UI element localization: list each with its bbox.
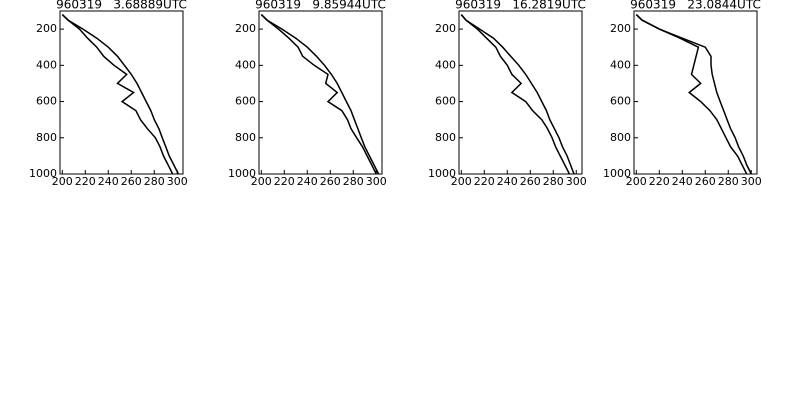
x-tick-label: 260 [121, 175, 142, 188]
x-tick-label: 220 [75, 175, 96, 188]
y-tick-label: 200 [435, 22, 456, 35]
x-tick-label: 240 [98, 175, 119, 188]
x-tick-label: 240 [297, 175, 318, 188]
x-tick-label: 280 [343, 175, 364, 188]
y-tick-label: 200 [610, 22, 631, 35]
y-tick-label: 600 [235, 95, 256, 108]
x-tick-label: 200 [251, 175, 272, 188]
chart-title: 960319 9.85944UTC [255, 0, 386, 12]
profile-line [260, 14, 380, 175]
profile-line [460, 14, 571, 175]
x-tick-label: 300 [366, 175, 387, 188]
chart-title: 960319 3.68889UTC [56, 0, 187, 12]
x-tick-label: 280 [543, 175, 564, 188]
y-tick-label: 600 [610, 95, 631, 108]
x-tick-label: 300 [741, 175, 762, 188]
x-tick-label: 260 [520, 175, 541, 188]
x-tick-label: 280 [144, 175, 165, 188]
y-tick-label: 400 [610, 58, 631, 71]
x-tick-label: 240 [672, 175, 693, 188]
profile-line [460, 14, 575, 175]
profile-line [260, 14, 377, 175]
x-tick-label: 280 [718, 175, 739, 188]
y-tick-label: 600 [36, 95, 57, 108]
x-tick-label: 300 [566, 175, 587, 188]
y-tick-label: 800 [235, 131, 256, 144]
x-tick-label: 260 [320, 175, 341, 188]
x-tick-label: 220 [474, 175, 495, 188]
y-tick-label: 200 [235, 22, 256, 35]
profile-line [635, 14, 752, 175]
y-tick-label: 800 [610, 131, 631, 144]
x-tick-label: 240 [497, 175, 518, 188]
x-tick-label: 200 [52, 175, 73, 188]
y-tick-label: 800 [36, 131, 57, 144]
plot-frame [59, 10, 184, 175]
plot-frame [458, 10, 583, 175]
y-tick-label: 200 [36, 22, 57, 35]
x-tick-label: 220 [649, 175, 670, 188]
x-tick-label: 260 [695, 175, 716, 188]
x-tick-label: 220 [274, 175, 295, 188]
plot-frame [633, 10, 758, 175]
y-tick-label: 400 [435, 58, 456, 71]
profile-line [635, 14, 748, 175]
x-tick-label: 200 [626, 175, 647, 188]
y-tick-label: 400 [36, 58, 57, 71]
y-tick-label: 1000 [29, 167, 57, 180]
chart-title: 960319 23.0844UTC [630, 0, 761, 12]
y-tick-label: 400 [235, 58, 256, 71]
y-tick-label: 1000 [603, 167, 631, 180]
profile-line [61, 14, 174, 175]
y-tick-label: 1000 [228, 167, 256, 180]
y-tick-label: 1000 [428, 167, 456, 180]
x-tick-label: 300 [167, 175, 188, 188]
chart-title: 960319 16.2819UTC [455, 0, 586, 12]
y-tick-label: 600 [435, 95, 456, 108]
x-tick-label: 200 [451, 175, 472, 188]
profile-line [61, 14, 180, 175]
y-tick-label: 800 [435, 131, 456, 144]
plot-frame [258, 10, 383, 175]
